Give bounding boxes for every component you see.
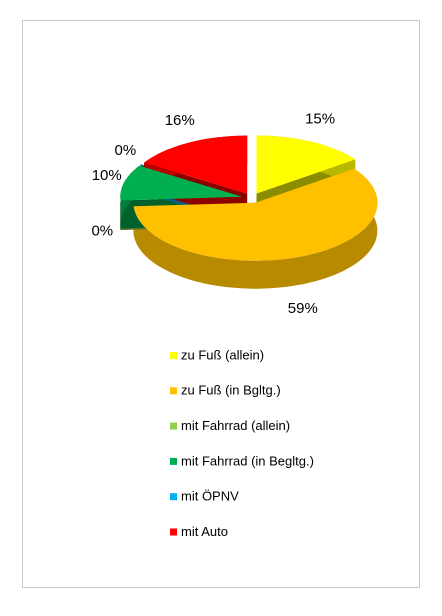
data-label: 15% (305, 111, 335, 128)
legend-label: mit Fahrrad (allein) (181, 418, 290, 433)
slice (140, 164, 244, 196)
legend-label: mit Auto (181, 524, 228, 539)
slice (133, 168, 378, 261)
slice-wall (133, 168, 378, 289)
legend-label: zu Fuß (in Bgltg.) (181, 383, 281, 398)
data-label: 0% (91, 222, 113, 239)
legend-swatch (170, 493, 177, 501)
legend-swatch (170, 457, 177, 465)
legend-swatch (170, 352, 177, 359)
slice (120, 165, 243, 201)
legend-label: mit ÖPNV (181, 489, 239, 504)
legend-label: zu Fuß (allein) (181, 347, 264, 362)
legend-swatch (170, 528, 177, 536)
data-label: 16% (165, 112, 195, 129)
data-label: 0% (115, 142, 137, 159)
slice (144, 135, 248, 194)
data-label: 59% (288, 300, 318, 317)
legend-swatch (170, 387, 177, 395)
legend-swatch (170, 422, 177, 430)
chart-frame (22, 20, 420, 588)
data-label: 10% (92, 167, 122, 184)
legend-label: mit Fahrrad (in Begltg.) (181, 453, 314, 468)
slice (256, 135, 356, 194)
